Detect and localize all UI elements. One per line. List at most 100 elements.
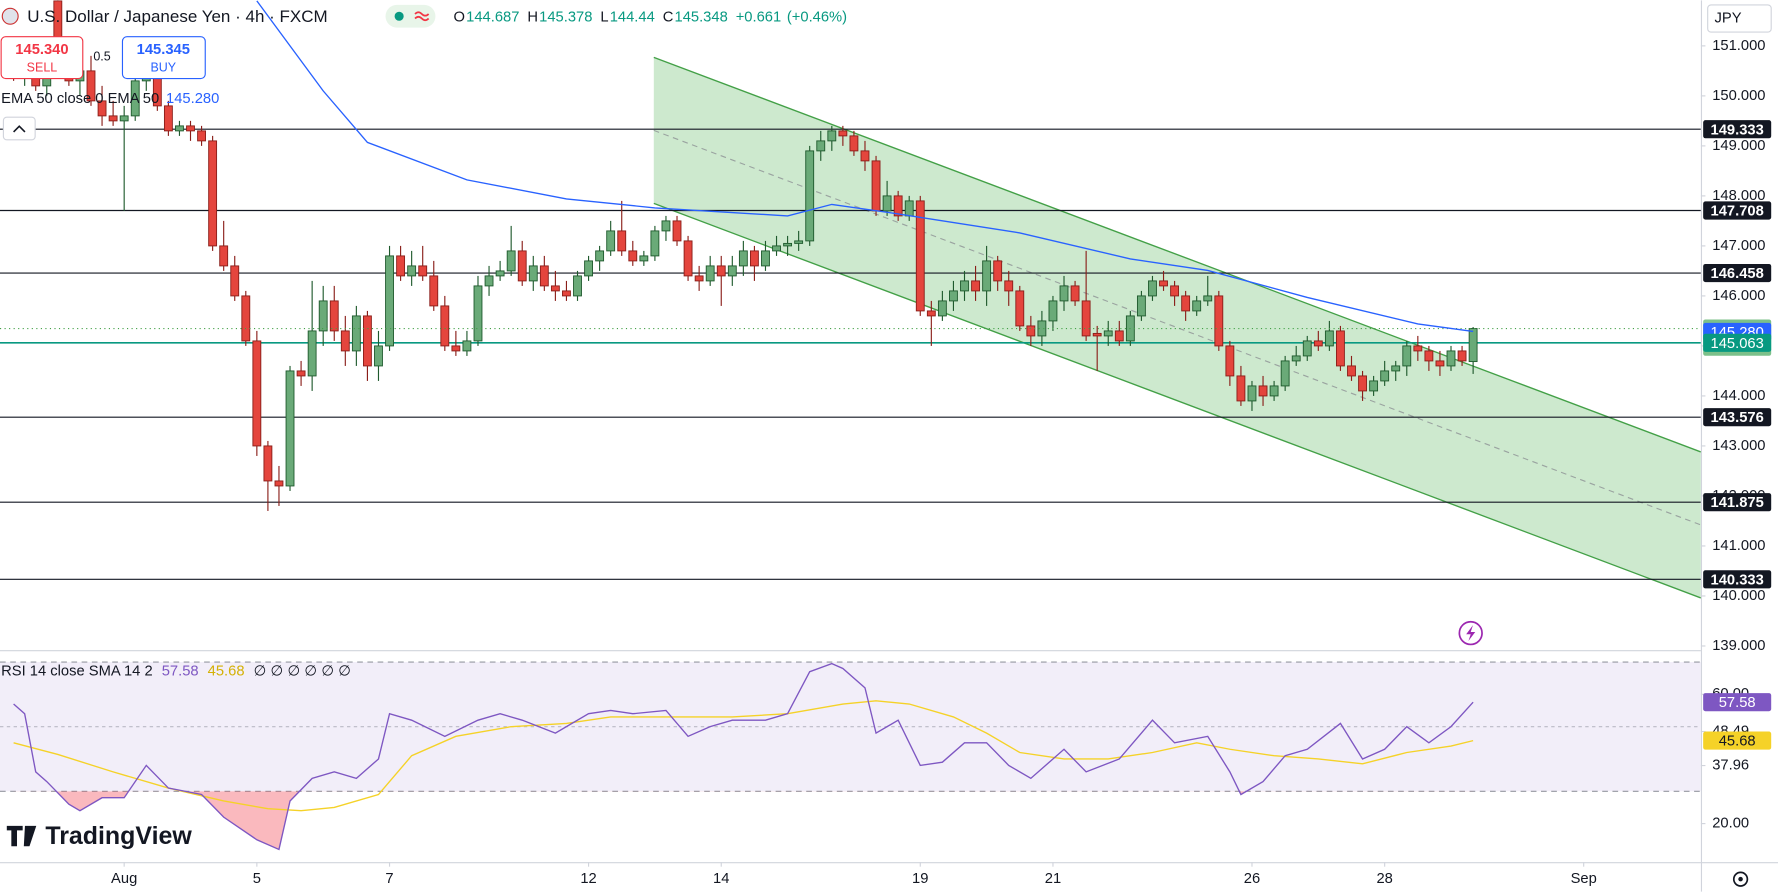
candle-body [1380, 370, 1390, 382]
candle-body [440, 305, 450, 347]
candle-body [1026, 325, 1036, 337]
settings-dot [1738, 876, 1743, 882]
candle-body [1103, 330, 1113, 337]
collapse-button[interactable] [2, 116, 36, 141]
candle-body [1247, 385, 1257, 402]
rsi-legend-value: 57.58 [162, 664, 199, 680]
level-label: 143.576 [1711, 410, 1764, 426]
candle-body [1391, 365, 1401, 372]
candle-body [882, 195, 892, 212]
x-tick-label: 19 [912, 871, 928, 887]
candle-body [595, 250, 605, 262]
candle-body [1302, 340, 1312, 357]
candle-body [407, 265, 417, 277]
currency-box[interactable] [1707, 4, 1772, 33]
ohlc-value: 144.687 [466, 9, 519, 25]
rsi-line [13, 662, 1474, 851]
x-tick-label: 12 [580, 871, 596, 887]
x-tick-label: 5 [253, 871, 261, 887]
rsi-y-tick-label: 37.96 [1712, 757, 1749, 773]
candle-body [1324, 330, 1334, 347]
candle-body [1192, 300, 1202, 312]
candle-body [1402, 345, 1412, 367]
buy-button[interactable] [121, 36, 206, 80]
candle-body [197, 130, 206, 142]
level-label-bg [1703, 493, 1772, 512]
candle-body [363, 315, 372, 367]
x-tick-label: Aug [111, 871, 137, 887]
overlay: U.S. Dollar / Japanese Yen · 4h · FXCM J… [0, 4, 1772, 887]
candle-body [307, 330, 317, 377]
candle-body [1468, 328, 1478, 363]
level-label: 149.333 [1711, 122, 1764, 138]
price-axis: 151.000 150.000 149.000 148.000 147.000 146.0… [111, 38, 1772, 887]
candle-body [628, 250, 638, 262]
rsi-sma-label: 45.68 [1719, 734, 1756, 750]
candle-body [694, 275, 704, 282]
candle-body [960, 280, 969, 292]
candle-body [186, 125, 195, 132]
candle-body [982, 260, 992, 292]
channel-lower [653, 202, 1701, 599]
currency: JPY [1715, 10, 1742, 26]
candle-body [816, 140, 826, 152]
status-pill[interactable] [385, 4, 436, 28]
logo-text[interactable]: TradingView [45, 822, 192, 850]
candle-body [285, 370, 295, 487]
rsi-legend[interactable]: RSI 14 close SMA 14 2 [1, 664, 153, 680]
candle-body [1435, 360, 1445, 367]
rsi-sma-legend-value: 45.68 [208, 664, 245, 680]
candle-body [1269, 385, 1279, 397]
candle-body [606, 230, 616, 252]
sell-button[interactable] [0, 36, 84, 80]
candle-body [484, 275, 494, 287]
candle-body [705, 265, 715, 282]
candle-body [1369, 380, 1379, 392]
candle-body [1347, 365, 1356, 377]
rsi-label: 57.58 [1719, 695, 1756, 711]
main-pane [0, 0, 1701, 599]
level-label: 141.875 [1711, 495, 1764, 511]
ema-legend[interactable]: EMA 50 close 0 EMA 50 [1, 91, 159, 107]
level-label: 140.333 [1711, 572, 1764, 588]
candle-body [949, 290, 958, 302]
candle-body [1015, 290, 1025, 327]
candle-body [119, 115, 129, 122]
candle-body [1048, 300, 1058, 322]
candle-body [351, 315, 361, 352]
candle-body [827, 130, 837, 142]
candle-body [1358, 375, 1367, 392]
candle-body [650, 230, 660, 257]
y-tick-label: 146.000 [1712, 288, 1765, 304]
candle-body [1148, 280, 1157, 297]
y-tick-label: 150.000 [1712, 88, 1765, 104]
spread: 0.5 [93, 49, 110, 63]
candle-body [761, 250, 770, 267]
candle-body [915, 200, 925, 312]
candle-body [1159, 280, 1168, 287]
candle-body [385, 255, 394, 347]
candle-body [528, 265, 538, 282]
candle-body [1004, 280, 1014, 292]
candle-body [937, 300, 947, 317]
ema-legend-value: 145.280 [166, 91, 219, 107]
ema-line [256, 0, 1474, 333]
candle-body [1092, 332, 1102, 337]
candle-body [893, 195, 903, 217]
candle-body [1236, 375, 1246, 402]
sell-price: 145.340 [15, 42, 68, 58]
candle-body [716, 265, 726, 277]
level-label-bg [1703, 263, 1772, 283]
candle-body [340, 330, 350, 352]
logo-mark [6, 825, 37, 847]
change-pct: (+0.46%) [787, 9, 847, 25]
candle-body [451, 345, 461, 352]
candle-body [1413, 345, 1423, 352]
candle-body [772, 245, 781, 252]
alert-bolt [1466, 625, 1476, 642]
symbol-title[interactable]: U.S. Dollar / Japanese Yen · 4h · FXCM [27, 7, 327, 26]
settings-icon[interactable] [1732, 871, 1749, 887]
candle-body [860, 150, 870, 162]
candle-body [1258, 385, 1268, 397]
x-tick-label: Sep [1571, 871, 1597, 887]
